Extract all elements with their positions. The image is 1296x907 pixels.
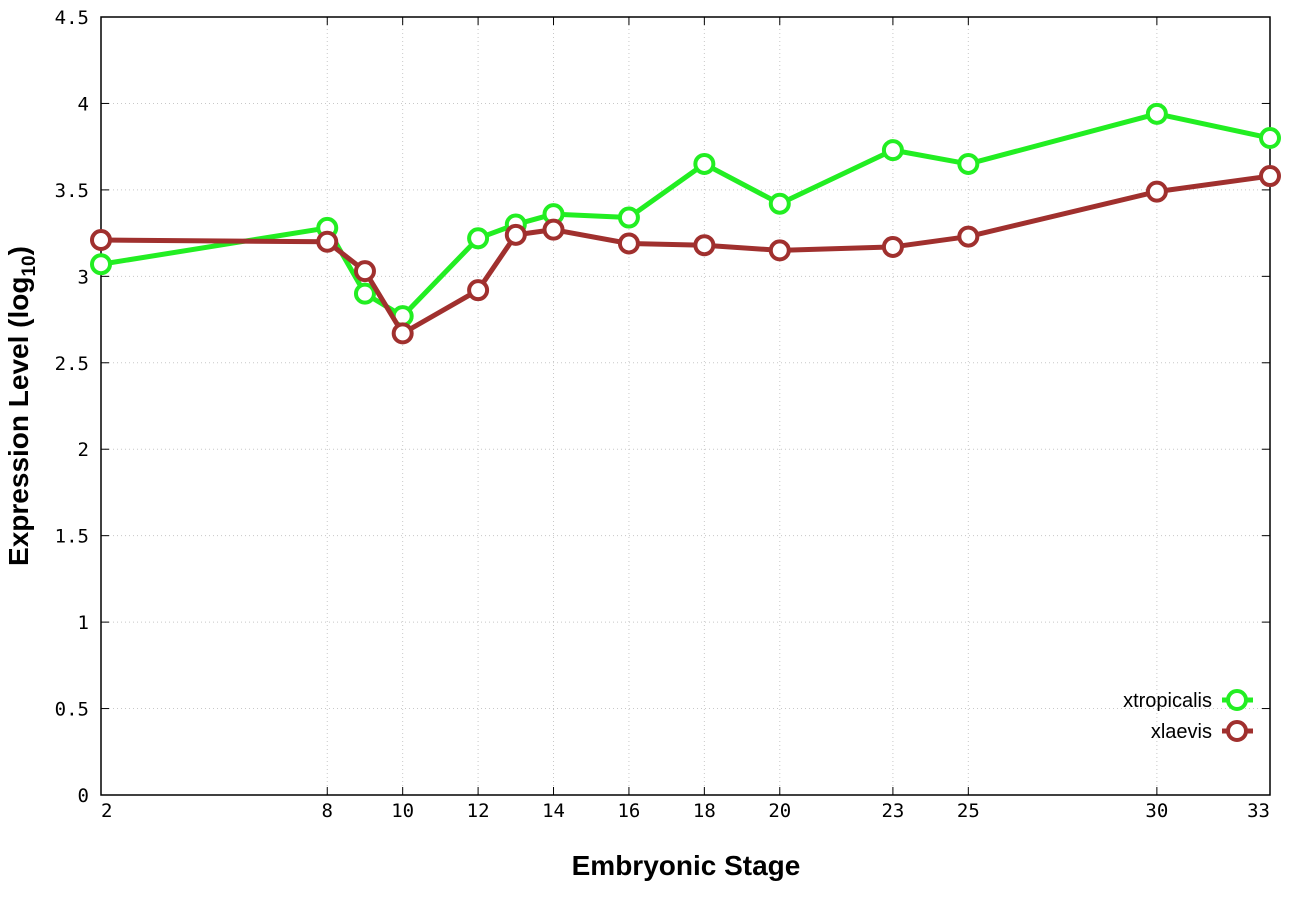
y-tick-label: 2.5: [55, 353, 89, 375]
y-tick-label: 4: [78, 93, 89, 115]
y-axis-title: Expression Level (log10): [3, 246, 40, 566]
data-point-xtropicalis: [881, 139, 904, 162]
y-axis-title-close: ): [3, 246, 34, 255]
data-point-xlaevis: [617, 232, 640, 255]
data-point-xtropicalis: [353, 282, 376, 305]
data-point-xlaevis: [881, 235, 904, 258]
data-point-xtropicalis: [693, 152, 716, 175]
series-line-xtropicalis: [100, 111, 1271, 319]
data-point-xtropicalis: [617, 206, 640, 229]
x-tick-label: 14: [542, 800, 565, 822]
data-point-xlaevis: [391, 322, 414, 345]
x-tick-label: 20: [768, 800, 791, 822]
legend: xtropicalis xlaevis: [1123, 689, 1253, 743]
y-tick-label: 4.5: [55, 7, 89, 29]
y-tick-label: 1.5: [55, 526, 89, 548]
y-axis-title-subscript: 10: [19, 255, 40, 276]
data-point-xtropicalis: [957, 152, 980, 175]
y-tick-label: 0: [78, 785, 89, 807]
data-point-xtropicalis: [768, 192, 791, 215]
x-tick-label: 12: [467, 800, 490, 822]
legend-marker-swatch: [1226, 720, 1248, 742]
data-point-xtropicalis: [467, 227, 490, 250]
data-point-xlaevis: [504, 223, 527, 246]
series-xlaevis: [90, 165, 1281, 345]
x-tick-label: 25: [957, 800, 980, 822]
data-point-xlaevis: [693, 234, 716, 257]
series: [90, 102, 1281, 345]
plot-frame: [100, 16, 1271, 796]
legend-item-xtropicalis: xtropicalis: [1123, 689, 1253, 712]
series-line-xlaevis: [100, 173, 1271, 336]
series-xtropicalis: [90, 102, 1281, 328]
data-point-xlaevis: [768, 239, 791, 262]
y-tick-label: 3: [78, 266, 89, 288]
data-point-xlaevis: [467, 279, 490, 302]
data-point-xlaevis: [1259, 165, 1281, 188]
x-axis-ticks: 2 8 10 12 14 16 18 20 23 25 30 33: [100, 17, 1271, 822]
legend-item-xlaevis: xlaevis: [1151, 720, 1253, 743]
legend-marker-swatch: [1226, 689, 1248, 711]
legend-label: xlaevis: [1151, 721, 1212, 743]
y-tick-label: 3.5: [55, 180, 89, 202]
y-tick-label: 0.5: [55, 699, 89, 721]
data-point-xtropicalis: [1259, 127, 1281, 150]
data-point-xtropicalis: [90, 253, 112, 276]
data-point-xlaevis: [542, 218, 565, 241]
grid: [101, 17, 1270, 795]
x-tick-label: 16: [617, 800, 640, 822]
data-point-xlaevis: [1145, 180, 1168, 203]
data-point-xlaevis: [957, 225, 980, 248]
x-tick-label: 10: [391, 800, 414, 822]
x-tick-label: 2: [101, 800, 112, 822]
y-tick-label: 2: [78, 439, 89, 461]
x-tick-label: 30: [1145, 800, 1168, 822]
y-tick-label: 1: [78, 612, 89, 634]
data-point-xtropicalis: [1145, 102, 1168, 125]
y-axis-ticks: 0 0.5 1 1.5 2 2.5 3 3.5 4 4.5: [55, 7, 1270, 807]
x-tick-label: 33: [1247, 800, 1270, 822]
x-axis-title: Embryonic Stage: [572, 850, 801, 881]
data-point-xlaevis: [353, 260, 376, 283]
legend-label: xtropicalis: [1123, 690, 1212, 712]
x-tick-label: 23: [881, 800, 904, 822]
data-point-xlaevis: [90, 229, 112, 252]
x-tick-label: 18: [693, 800, 716, 822]
y-axis-title-main: Expression Level (log: [3, 277, 34, 566]
x-tick-label: 8: [322, 800, 333, 822]
data-point-xlaevis: [316, 230, 339, 253]
